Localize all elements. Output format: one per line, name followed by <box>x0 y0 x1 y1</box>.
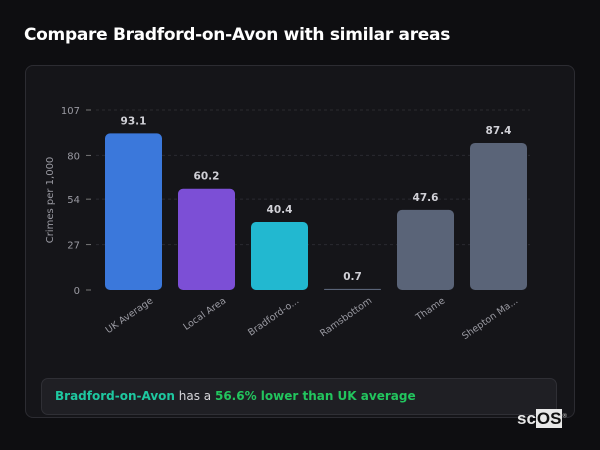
insight-highlight: 56.6% lower than UK average <box>214 389 416 403</box>
data-label: 60.2 <box>194 171 220 183</box>
bar <box>324 288 381 290</box>
x-tick-label: Bradford-o... <box>246 295 301 338</box>
x-tick-label: Ramsbottom <box>318 295 374 339</box>
y-tick-label: 107 <box>61 106 80 117</box>
scos-logo: scOS® <box>517 409 567 428</box>
y-axis-label: Crimes per 1,000 <box>45 157 56 244</box>
data-label: 0.7 <box>343 271 362 283</box>
data-label: 87.4 <box>486 125 512 137</box>
bar <box>251 222 308 290</box>
insight-place: Bradford-on-Avon <box>55 389 175 403</box>
y-tick-label: 54 <box>67 195 80 206</box>
y-tick-label: 27 <box>67 241 80 252</box>
data-label: 93.1 <box>121 115 147 127</box>
data-label: 40.4 <box>267 204 293 216</box>
y-tick-label: 0 <box>74 286 80 297</box>
x-tick-label: Thame <box>413 295 447 323</box>
bar <box>178 188 235 290</box>
insight-box: Bradford-on-Avon has a 56.6% lower than … <box>41 378 557 415</box>
bar <box>105 133 162 290</box>
x-tick-label: UK Average <box>104 295 156 336</box>
bar <box>397 209 454 290</box>
x-tick-label: Shepton Ma... <box>460 295 520 342</box>
y-tick-label: 80 <box>67 151 80 162</box>
page-title: Compare Bradford-on-Avon with similar ar… <box>24 25 451 45</box>
x-tick-label: Local Area <box>181 295 228 332</box>
bar <box>470 142 527 290</box>
data-label: 47.6 <box>413 192 439 204</box>
insight-text: has a <box>174 389 215 403</box>
